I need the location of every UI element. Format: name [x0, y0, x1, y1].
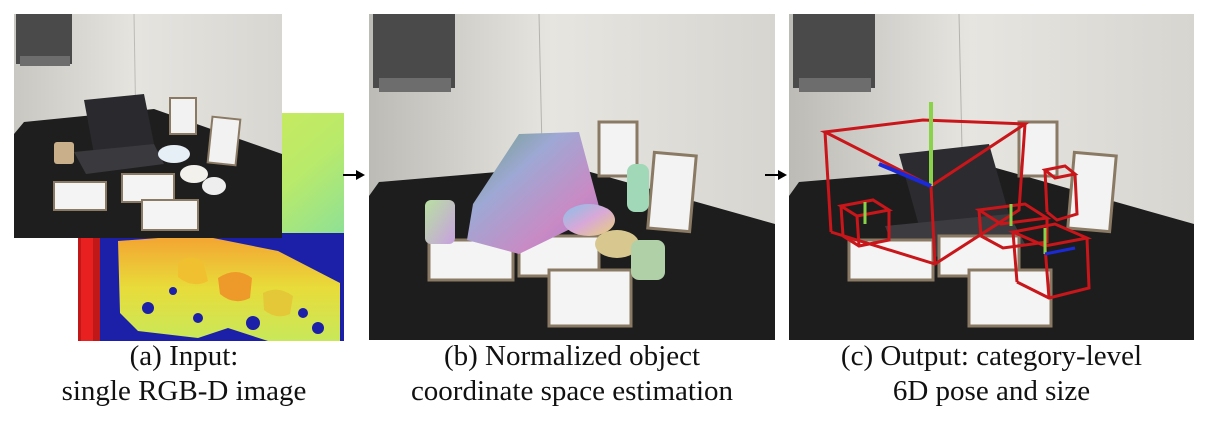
rgb-scene-graphic: [14, 14, 282, 238]
caption-panel-a: (a) Input: single RGB-D image: [14, 339, 354, 409]
mug-bounding-box: [836, 198, 894, 248]
caption-a-line1: (a) Input:: [129, 340, 239, 372]
caption-a-line2: single RGB-D image: [61, 375, 307, 407]
caption-b-line2: coordinate space estimation: [410, 375, 734, 407]
nocs-estimation-image: [369, 14, 775, 340]
caption-panel-c: (c) Output: category-level 6D pose and s…: [789, 339, 1194, 409]
caption-b-line1: (b) Normalized object: [443, 340, 701, 372]
nocs-scene-graphic: [369, 14, 775, 340]
bottle-bounding-box: [1041, 164, 1079, 222]
pose-output-image: [789, 14, 1194, 340]
arrow-right-icon: [343, 170, 365, 180]
pose-scene-graphic: [789, 14, 1194, 340]
rgb-input-image: [14, 14, 282, 238]
arrow-right-icon: [765, 170, 787, 180]
caption-c-line1: (c) Output: category-level: [840, 340, 1143, 372]
caption-c-line2: 6D pose and size: [892, 375, 1091, 407]
laptop-bounding-box: [819, 118, 1030, 266]
caption-panel-b: (b) Normalized object coordinate space e…: [369, 339, 775, 409]
